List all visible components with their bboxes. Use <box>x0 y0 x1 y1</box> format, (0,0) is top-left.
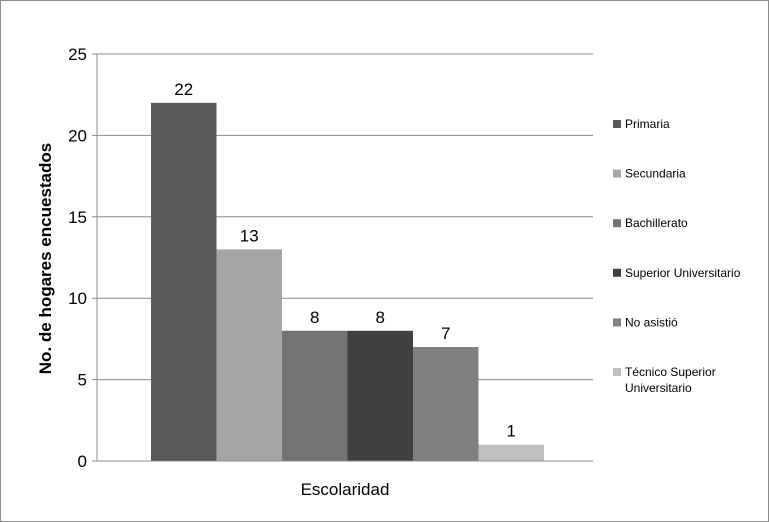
y-tick-label: 10 <box>68 289 87 308</box>
bar <box>347 330 413 461</box>
bar <box>151 102 217 461</box>
legend-label: Secundaria <box>625 167 686 181</box>
data-label: 8 <box>376 308 385 327</box>
y-tick-label: 15 <box>68 208 87 227</box>
bar <box>413 347 479 461</box>
legend-label: Bachillerato <box>625 216 688 230</box>
legend-swatch <box>613 120 621 128</box>
data-label: 8 <box>310 308 319 327</box>
legend-swatch <box>613 219 621 228</box>
legend-label: Superior Universitario <box>625 266 741 280</box>
legend-label: Primaria <box>625 117 670 131</box>
legend-swatch <box>613 368 621 376</box>
bar <box>216 249 282 461</box>
x-axis-title: Escolaridad <box>301 480 390 499</box>
y-axis-title: No. de hogares encuestados <box>36 143 55 374</box>
data-label: 7 <box>441 324 450 343</box>
legend-label: Técnico Superior Universitario <box>625 365 716 395</box>
legend: Primaria Secundaria Bachillerato Superior U… <box>613 117 741 395</box>
data-labels: 22 13 8 8 7 1 <box>174 80 516 441</box>
data-label: 13 <box>240 226 259 245</box>
legend-swatch <box>613 268 621 277</box>
legend-swatch <box>613 169 621 178</box>
y-tick-label: 25 <box>68 45 87 64</box>
legend-swatch <box>613 318 621 327</box>
data-label: 1 <box>507 422 516 441</box>
y-tick-labels: 0 5 10 15 20 25 <box>68 45 87 471</box>
data-label: 22 <box>174 80 193 99</box>
y-tick-label: 20 <box>68 126 87 145</box>
bar <box>478 444 544 461</box>
y-tick-label: 0 <box>78 452 87 471</box>
y-tick-label: 5 <box>78 371 87 390</box>
legend-label: No asistió <box>625 315 678 329</box>
bar <box>282 330 348 461</box>
bars <box>151 102 544 461</box>
